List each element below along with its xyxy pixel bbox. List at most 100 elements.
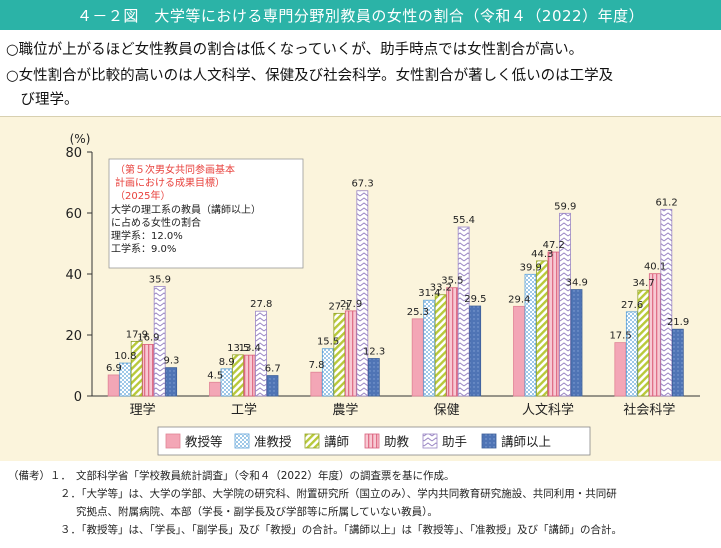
bar xyxy=(310,371,323,397)
bar xyxy=(547,251,560,397)
bar xyxy=(513,305,525,397)
bar-value-label: 59.9 xyxy=(554,201,576,212)
bar-value-label: 27.8 xyxy=(250,299,272,310)
category-label: 理学 xyxy=(130,402,156,418)
bar-value-label: 10.8 xyxy=(114,351,136,362)
bar xyxy=(209,381,221,397)
bar xyxy=(266,375,279,397)
legend-label: 准教授 xyxy=(254,434,292,449)
bar xyxy=(255,310,267,397)
bar xyxy=(107,374,120,397)
bar-value-label: 17.5 xyxy=(609,331,631,342)
bar-value-label: 21.9 xyxy=(667,317,689,328)
bar xyxy=(637,289,650,397)
note-3-text: 「教授等」は、「学長」、「副学長」及び「教授」の合計。「講師以上」は「教授等」、… xyxy=(76,524,622,536)
bar-value-label: 8.9 xyxy=(219,357,235,368)
bar-value-label: 6.9 xyxy=(106,363,122,374)
bar-value-label: 47.2 xyxy=(543,240,565,251)
legend-swatch xyxy=(165,433,181,449)
bar xyxy=(614,342,627,397)
bar-value-label: 35.9 xyxy=(149,275,171,286)
note-2-text: 「大学等」は、大学の学部、大学院の研究科、附置研究所（国立のみ）、学内共同教育研… xyxy=(76,488,617,500)
annotation-target-3: （2025年） xyxy=(115,189,170,202)
bar-value-label: 15.5 xyxy=(317,337,339,348)
bar xyxy=(165,367,178,397)
bar xyxy=(648,273,661,397)
bar xyxy=(356,190,369,397)
summary-line-1: ○職位が上がるほど女性教員の割合は低くなっていくが、助手時点では女性割合が高い。 xyxy=(6,42,584,58)
bar xyxy=(243,354,256,397)
bar-value-label: 13.4 xyxy=(239,343,261,354)
bar xyxy=(220,368,233,397)
annotation-body-2: に占める女性の割合 xyxy=(111,216,201,229)
bar xyxy=(333,312,346,397)
bar xyxy=(457,226,470,397)
bar-value-label: 55.4 xyxy=(453,215,475,226)
bar-value-label: 35.5 xyxy=(441,276,463,287)
bar xyxy=(142,344,155,397)
bar xyxy=(423,299,436,397)
bar-value-label: 27.9 xyxy=(340,299,362,310)
bar xyxy=(446,287,459,397)
bar xyxy=(469,305,482,397)
note-2-label: ２． xyxy=(60,488,81,500)
bar xyxy=(434,294,447,397)
note-1-text: 文部科学省「学校教員統計調査」（令和４（2022）年度）の調査票を基に作成。 xyxy=(76,470,455,482)
y-tick-label: 40 xyxy=(65,268,82,283)
legend-label: 教授等 xyxy=(185,434,223,449)
legend-swatch xyxy=(422,433,438,449)
category-label: 人文科学 xyxy=(522,402,574,418)
bar-value-label: 29.5 xyxy=(464,294,486,305)
bar-value-label: 40.1 xyxy=(644,262,666,273)
category-label: 農学 xyxy=(332,402,358,418)
legend-swatch xyxy=(481,433,497,449)
annotation-box xyxy=(108,158,304,269)
bar-value-label: 6.7 xyxy=(265,364,281,375)
bar-value-label: 9.3 xyxy=(163,356,179,367)
bar-value-label: 34.9 xyxy=(566,278,588,289)
annotation-body-4: 工学系：9.0% xyxy=(111,242,176,255)
bar xyxy=(130,341,143,397)
bar xyxy=(671,328,684,397)
y-tick-label: 20 xyxy=(65,329,82,344)
bar-value-label: 12.3 xyxy=(363,346,385,357)
bar xyxy=(411,318,424,397)
bar-value-label: 7.8 xyxy=(309,360,325,371)
bar xyxy=(344,310,357,397)
legend-swatch xyxy=(304,433,320,449)
category-label: 保健 xyxy=(434,403,460,418)
legend-swatch xyxy=(364,433,380,449)
bar-value-label: 27.1 xyxy=(328,301,350,312)
bar xyxy=(232,354,244,397)
bar xyxy=(367,358,380,397)
bar xyxy=(559,212,571,397)
y-axis-label: (%) xyxy=(70,132,91,146)
note-1-label: （備考）１． xyxy=(8,470,71,482)
chart-area: 0 20 40 60 80 (%) 6.9 10.8 17.9 16.9 35.9 9.3 4.5 8.… xyxy=(0,117,721,461)
category-label: 社会科学 xyxy=(623,402,675,418)
bar-value-label: 17.9 xyxy=(126,329,148,340)
bar-value-label: 13.5 xyxy=(227,343,249,354)
bar xyxy=(524,273,537,397)
bar-value-label: 31.4 xyxy=(418,288,440,299)
bar xyxy=(570,289,583,397)
legend-swatch xyxy=(234,433,250,449)
bar-chart: 0 20 40 60 80(%) 6.910.8 17.916.9 35.9 9.3 4.5 8.… xyxy=(65,132,700,456)
bar-value-label: 44.3 xyxy=(531,249,553,260)
annotation-body-3: 理学系：12.0% xyxy=(111,229,183,242)
bar xyxy=(321,348,334,397)
bar xyxy=(153,286,166,397)
note-3-label: ３． xyxy=(60,524,81,536)
bar-value-label: 27.6 xyxy=(621,300,643,311)
legend-label: 講師 xyxy=(324,434,349,449)
bar xyxy=(119,362,132,397)
bar-value-label: 25.3 xyxy=(407,307,429,318)
bar-value-label: 33.2 xyxy=(430,283,452,294)
y-tick-label: 60 xyxy=(65,207,82,222)
bar xyxy=(660,208,673,397)
figure-title: ４－２図 大学等における専門分野別教員の女性の割合（令和４（2022）年度） xyxy=(0,0,721,30)
bar-value-label: 67.3 xyxy=(351,179,373,190)
bar xyxy=(536,260,548,397)
bar-value-label: 34.7 xyxy=(632,278,654,289)
bar-value-label: 16.9 xyxy=(137,332,159,343)
